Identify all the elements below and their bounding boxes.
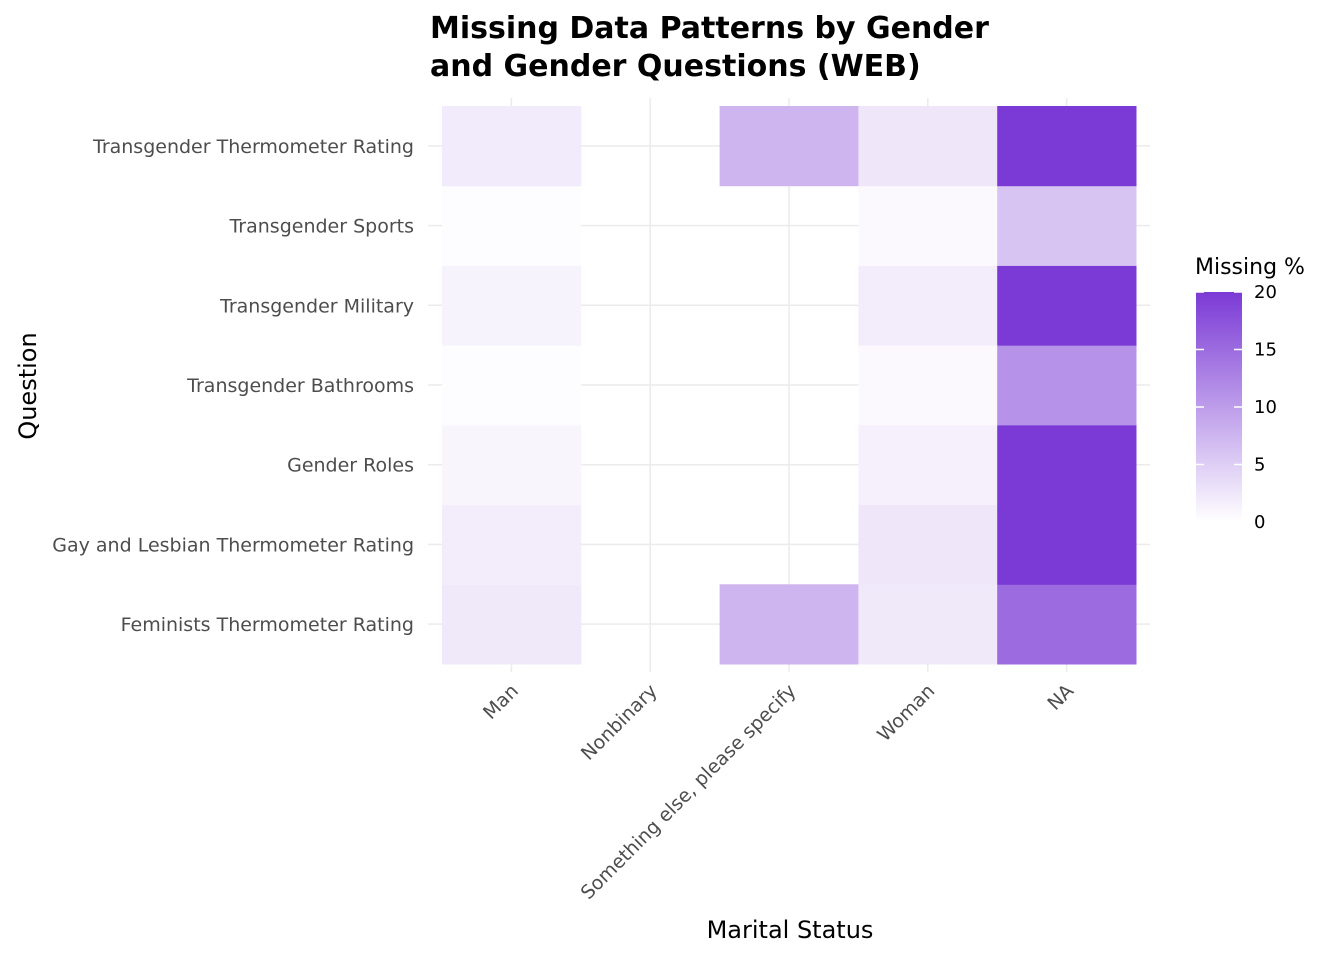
legend-tick-label: 10 <box>1254 397 1277 418</box>
heatmap-cell <box>997 584 1137 665</box>
heatmap-cell <box>858 345 998 426</box>
legend-tick-label: 15 <box>1254 340 1277 361</box>
heatmap-cell <box>858 265 998 346</box>
y-tick-label: Gender Roles <box>287 455 414 477</box>
chart-title: Missing Data Patterns by Gender and Gend… <box>430 11 989 84</box>
color-legend: Missing % 0 5 10 15 20 <box>1195 255 1305 533</box>
heatmap-cell <box>442 424 582 506</box>
x-tick-label: Something else, please specify <box>577 680 801 904</box>
chart-title-line-1: Missing Data Patterns by Gender <box>430 11 989 46</box>
legend-title: Missing % <box>1195 255 1305 280</box>
heatmap-cell <box>858 185 998 266</box>
x-tick-label: Nonbinary <box>577 680 662 765</box>
y-axis-title: Question <box>14 332 42 439</box>
y-tick-label: Transgender Thermometer Rating <box>92 136 414 158</box>
heatmap-cell <box>442 345 582 426</box>
legend-tick-label: 0 <box>1254 512 1265 533</box>
y-tick-label: Transgender Sports <box>228 216 414 238</box>
chart-title-line-2: and Gender Questions (WEB) <box>430 49 921 84</box>
legend-tick-label: 5 <box>1254 455 1265 476</box>
heatmap-cell <box>997 265 1137 346</box>
heatmap-cell <box>858 584 998 665</box>
heatmap-cell <box>858 504 998 585</box>
heatmap-cell <box>442 185 582 266</box>
y-axis-tick-labels: Feminists Thermometer Rating Gay and Lesb… <box>52 136 414 636</box>
heatmap-cell <box>997 345 1137 426</box>
legend-tick-label: 20 <box>1254 282 1277 303</box>
x-tick-label: Man <box>479 680 523 724</box>
x-tick-label: NA <box>1043 680 1078 715</box>
heatmap-cell <box>442 504 582 585</box>
heatmap-cell <box>719 106 859 187</box>
heatmap-cell <box>858 106 998 187</box>
y-tick-label: Feminists Thermometer Rating <box>121 614 414 636</box>
heatmap-cell <box>442 265 582 346</box>
legend-tick-labels: 0 5 10 15 20 <box>1196 282 1277 533</box>
y-tick-label: Gay and Lesbian Thermometer Rating <box>52 534 414 556</box>
heatmap-cell <box>442 106 582 187</box>
heatmap-cell <box>442 584 582 665</box>
heatmap-cell <box>858 424 998 506</box>
heatmap-cell <box>997 504 1137 585</box>
heatmap-cell <box>719 584 859 665</box>
y-tick-label: Transgender Military <box>219 295 414 317</box>
heatmap-cell <box>997 424 1137 506</box>
heatmap-cells <box>442 106 1137 665</box>
heatmap-cell <box>997 106 1137 187</box>
x-tick-label: Woman <box>873 680 939 746</box>
y-tick-label: Transgender Bathrooms <box>186 375 414 397</box>
heatmap-cell <box>997 185 1137 266</box>
x-axis-title: Marital Status <box>707 916 874 944</box>
